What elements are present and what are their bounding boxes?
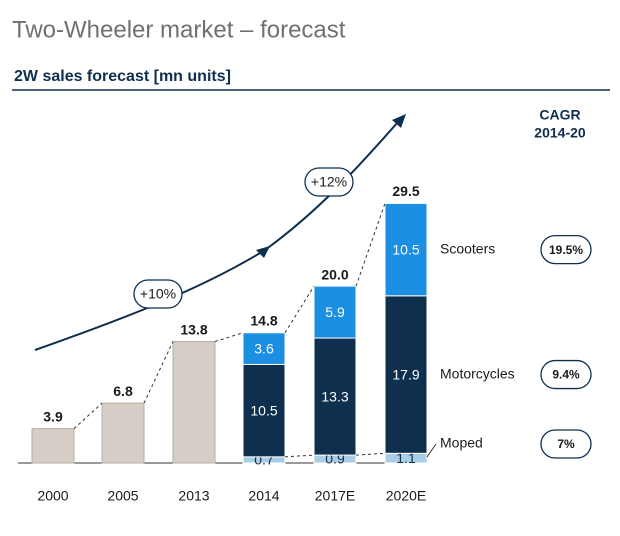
segment-label: 1.1	[396, 450, 416, 466]
total-label: 3.9	[43, 408, 63, 424]
total-label: 29.5	[392, 183, 419, 199]
leader	[426, 443, 437, 458]
segment-label: 17.9	[392, 366, 419, 382]
total-label: 20.0	[321, 267, 348, 283]
cagr-title: 2014-20	[534, 125, 586, 141]
connector	[355, 452, 386, 456]
annotation-pill	[304, 167, 354, 197]
annotation-pill	[133, 279, 183, 309]
x-tick-label: 2013	[178, 488, 209, 504]
connector	[284, 285, 315, 334]
connector	[214, 332, 244, 343]
cagr-pill	[540, 429, 592, 459]
segment-label: 3.6	[254, 340, 274, 356]
arrow-head	[392, 114, 406, 128]
total-label: 14.8	[250, 312, 277, 328]
connector	[143, 341, 174, 404]
segment-label: 13.3	[321, 388, 348, 404]
connector	[284, 454, 315, 458]
bar-segment	[384, 202, 428, 297]
cagr-title: CAGR	[539, 107, 580, 123]
total-label: 13.8	[180, 321, 207, 337]
cagr-label: 9.4%	[552, 368, 580, 382]
bar-segment	[172, 341, 216, 464]
segment-label: 10.5	[392, 241, 419, 257]
legend-label: Moped	[440, 435, 483, 451]
cagr-pill	[540, 359, 592, 390]
x-tick-label: 2017E	[315, 488, 355, 504]
x-tick-label: 2005	[107, 488, 138, 504]
segment-label: 10.5	[250, 402, 277, 418]
cagr-label: 7%	[557, 437, 575, 451]
cagr-pill	[540, 234, 592, 265]
connector	[73, 402, 103, 430]
legend-label: Scooters	[440, 240, 495, 256]
chart-title: Two-Wheeler market – forecast	[12, 16, 346, 43]
x-tick-label: 2014	[248, 488, 279, 504]
segment-label: 5.9	[325, 304, 345, 320]
bar-segment	[384, 295, 428, 454]
bar-segment	[242, 332, 286, 365]
annotation-label: +10%	[140, 286, 176, 302]
arrow-head	[256, 246, 270, 258]
cagr-label: 19.5%	[549, 243, 583, 257]
total-label: 6.8	[113, 383, 133, 399]
bar-segment	[242, 363, 286, 458]
x-tick-label: 2000	[37, 488, 68, 504]
chart-subtitle: 2W sales forecast [mn units]	[14, 68, 231, 85]
connector	[355, 203, 386, 287]
bar-segment	[101, 402, 145, 464]
annotation-label: +12%	[311, 174, 347, 190]
legend-label: Motorcycles	[440, 365, 515, 381]
x-tick-label: 2020E	[386, 488, 426, 504]
bar-segment	[313, 285, 357, 339]
bar-segment	[31, 428, 75, 464]
